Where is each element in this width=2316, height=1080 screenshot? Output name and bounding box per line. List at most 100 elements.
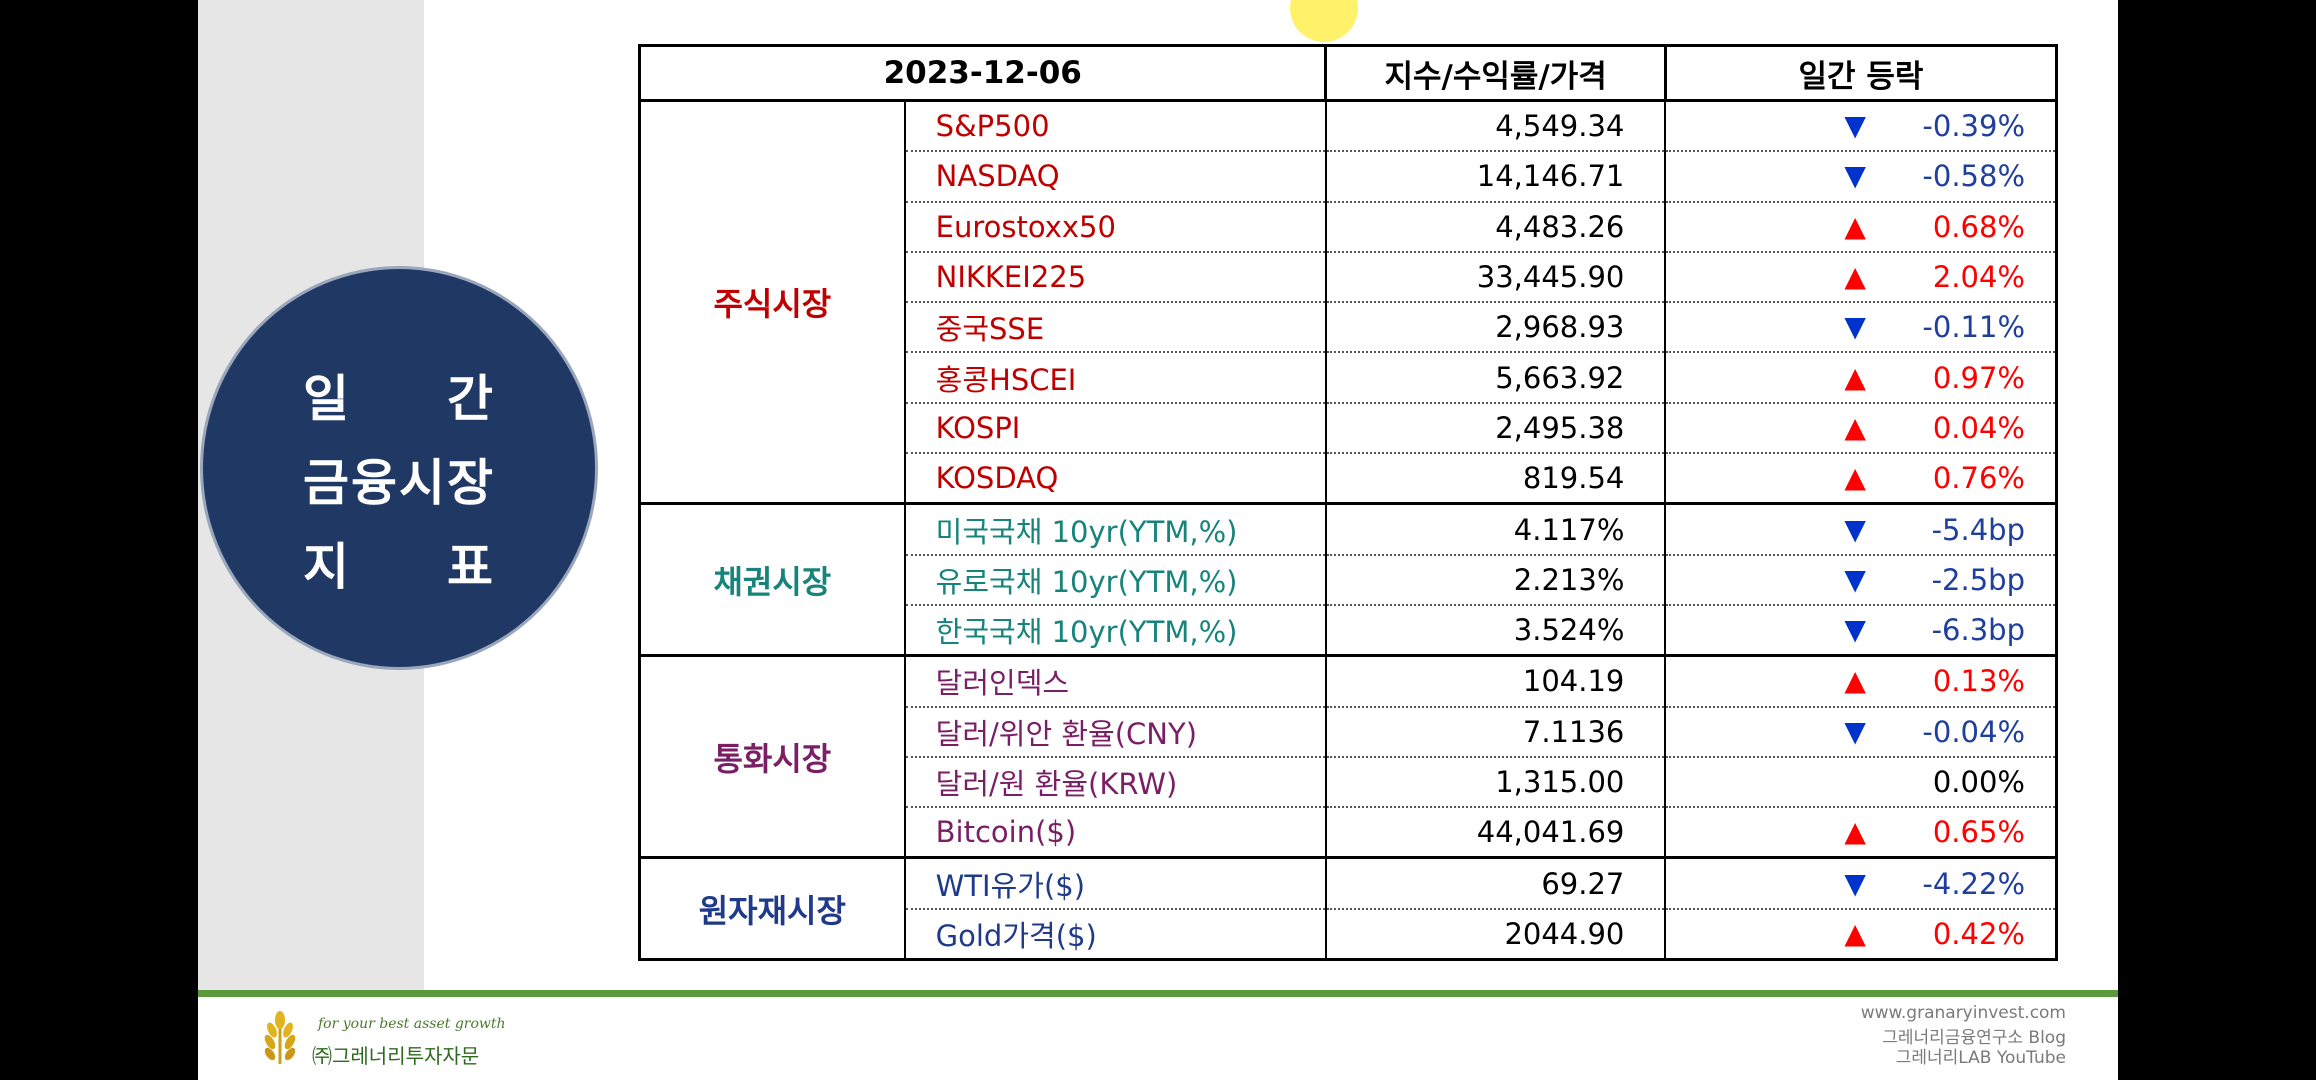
down-triangle-icon: ▼ xyxy=(1844,310,1866,344)
indicator-name: 한국국채 10yr(YTM,%) xyxy=(904,604,1327,658)
up-triangle-icon: ▲ xyxy=(1844,360,1866,394)
indicator-value: 5,663.92 xyxy=(1325,352,1667,404)
daily-change-cell: ▼ -0.11% xyxy=(1665,302,2057,354)
up-triangle-icon: ▲ xyxy=(1844,815,1866,849)
pointer-highlight xyxy=(1290,0,1358,42)
indicator-value: 69.27 xyxy=(1325,857,1667,910)
header-change: 일간 등락 xyxy=(1663,44,2059,102)
daily-change-value: -6.3bp xyxy=(1931,613,2025,648)
daily-change-value: -4.22% xyxy=(1922,866,2025,901)
daily-change-cell: ▲ 0.97% xyxy=(1665,352,2057,404)
indicator-name: 유로국채 10yr(YTM,%) xyxy=(904,554,1327,606)
table-row: 한국국채 10yr(YTM,%) 3.524% ▼ -6.3bp xyxy=(640,604,2057,658)
header-value: 지수/수익률/가격 xyxy=(1324,44,1667,102)
group-label-commodity: 원자재시장 xyxy=(639,857,906,962)
indicator-value: 4,549.34 xyxy=(1325,100,1667,153)
daily-change-value: 0.68% xyxy=(1932,209,2025,244)
indicator-name: WTI유가($) xyxy=(904,857,1327,910)
title-char: 지 xyxy=(303,538,351,596)
title-line-2: 금융시장 xyxy=(303,454,495,512)
title-line-1: 일 간 xyxy=(203,359,595,431)
up-triangle-icon: ▲ xyxy=(1844,410,1866,444)
indicator-name: 미국국채 10yr(YTM,%) xyxy=(904,503,1327,556)
table-row: 달러/원 환율(KRW) 1,315.00 0.00% xyxy=(640,756,2057,809)
down-triangle-icon: ▼ xyxy=(1844,159,1866,193)
up-triangle-icon: ▲ xyxy=(1844,664,1866,698)
daily-change-value: 0.76% xyxy=(1932,461,2025,496)
daily-change-cell: ▲ 0.76% xyxy=(1665,453,2057,506)
table-row: Gold가격($) 2044.90 ▲ 0.42% xyxy=(640,908,2057,962)
table-row: 원자재시장 WTI유가($) 69.27 ▼ -4.22% xyxy=(639,857,2057,962)
header-date: 2023-12-06 xyxy=(637,44,1328,102)
indicator-name: KOSDAQ xyxy=(904,453,1327,506)
daily-change-value: 0.00% xyxy=(1932,765,2025,799)
table-row: NASDAQ 14,146.71 ▼ -0.58% xyxy=(640,151,2057,203)
daily-change-value: 0.97% xyxy=(1932,360,2025,395)
indicator-value: 14,146.71 xyxy=(1325,151,1667,203)
daily-change-value: -2.5bp xyxy=(1931,562,2025,597)
down-triangle-icon: ▼ xyxy=(1844,613,1866,647)
daily-change-value: 0.65% xyxy=(1932,815,2025,850)
up-triangle-icon: ▲ xyxy=(1844,209,1866,243)
down-triangle-icon: ▼ xyxy=(1844,512,1866,546)
indicator-value: 1,315.00 xyxy=(1325,756,1667,809)
indicator-name: S&P500 xyxy=(904,100,1327,153)
market-indicator-table: 2023-12-06 지수/수익률/가격 일간 등락 주식시장 S&P500 4,5… xyxy=(637,44,2059,962)
table-row: NIKKEI225 33,445.90 ▲ 2.04% xyxy=(640,251,2057,304)
indicator-value: 4.117% xyxy=(1325,503,1667,556)
down-triangle-icon: ▼ xyxy=(1844,109,1866,143)
indicator-name: 달러/원 환율(KRW) xyxy=(904,756,1327,809)
indicator-value: 4,483.26 xyxy=(1325,201,1667,253)
indicator-name: 중국SSE xyxy=(904,302,1327,354)
footer-company-name: ㈜그레너리투자자문 xyxy=(312,1044,480,1068)
table-row: 달러/위안 환율(CNY) 7.1136 ▼ -0.04% xyxy=(640,706,2057,758)
footer-website: www.granaryinvest.com xyxy=(1860,1003,2066,1023)
daily-change-value: -0.04% xyxy=(1922,714,2025,749)
title-circle: 일 간 금융시장 지 표 xyxy=(200,266,598,670)
title-char: 일 xyxy=(303,370,351,428)
table-body: 주식시장 S&P500 4,549.34 ▼ -0.39% NASDAQ 14,146.71… xyxy=(639,100,2057,962)
title-char: 표 xyxy=(447,538,495,596)
daily-change-value: 2.04% xyxy=(1932,260,2025,295)
down-triangle-icon: ▼ xyxy=(1844,714,1866,748)
indicator-value: 2,968.93 xyxy=(1325,302,1667,354)
footer-youtube: 그레너리LAB YouTube xyxy=(1895,1048,2066,1068)
indicator-name: 달러/위안 환율(CNY) xyxy=(904,706,1327,758)
up-triangle-icon: ▲ xyxy=(1844,461,1866,495)
daily-change-cell: 0.00% xyxy=(1665,756,2057,809)
daily-change-cell: ▲ 0.65% xyxy=(1665,807,2057,860)
indicator-name: Eurostoxx50 xyxy=(904,201,1327,253)
footer-divider xyxy=(198,990,2118,997)
daily-change-value: 0.13% xyxy=(1932,664,2025,699)
footer-blog: 그레너리금융연구소 Blog xyxy=(1882,1028,2066,1048)
daily-change-cell: ▲ 0.13% xyxy=(1665,655,2057,708)
indicator-value: 819.54 xyxy=(1325,453,1667,506)
daily-change-cell: ▼ -6.3bp xyxy=(1665,604,2057,658)
indicator-name: NIKKEI225 xyxy=(904,251,1327,304)
indicator-value: 104.19 xyxy=(1325,655,1667,708)
group-label-stock: 주식시장 xyxy=(639,100,906,506)
indicator-name: Bitcoin($) xyxy=(904,807,1327,860)
table-row: 채권시장 미국국채 10yr(YTM,%) 4.117% ▼ -5.4bp xyxy=(639,503,2057,658)
indicator-name: 홍콩HSCEI xyxy=(904,352,1327,404)
indicator-value: 2.213% xyxy=(1325,554,1667,606)
footer-tagline: for your best asset growth xyxy=(318,1016,506,1032)
indicator-name: Gold가격($) xyxy=(904,908,1327,962)
daily-change-cell: ▲ 0.42% xyxy=(1665,908,2057,962)
down-triangle-icon: ▼ xyxy=(1844,866,1866,900)
daily-change-cell: ▼ -2.5bp xyxy=(1665,554,2057,606)
indicator-name: 달러인덱스 xyxy=(904,655,1327,708)
indicator-value: 44,041.69 xyxy=(1325,807,1667,860)
daily-change-cell: ▼ -5.4bp xyxy=(1665,503,2057,556)
table-row: Bitcoin($) 44,041.69 ▲ 0.65% xyxy=(640,807,2057,860)
indicator-value: 33,445.90 xyxy=(1325,251,1667,304)
daily-change-cell: ▲ 2.04% xyxy=(1665,251,2057,304)
indicator-value: 2044.90 xyxy=(1325,908,1667,962)
table-row: 중국SSE 2,968.93 ▼ -0.11% xyxy=(640,302,2057,354)
slide: 일 간 금융시장 지 표 2023-12-06 지수/수익률/가격 일간 등락 … xyxy=(198,0,2118,1080)
indicator-name: KOSPI xyxy=(904,402,1327,455)
group-label-bond: 채권시장 xyxy=(639,503,906,658)
title-char: 간 xyxy=(447,370,495,428)
daily-change-value: 0.42% xyxy=(1932,916,2025,951)
daily-change-cell: ▲ 0.04% xyxy=(1665,402,2057,455)
